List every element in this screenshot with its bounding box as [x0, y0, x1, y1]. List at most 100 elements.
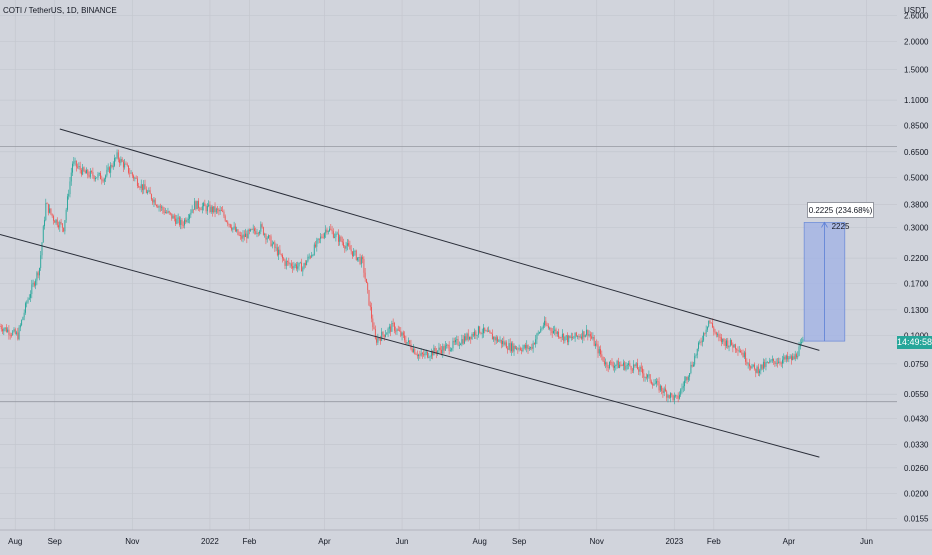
x-tick-label: 2022: [201, 537, 219, 546]
candle-body: [132, 173, 133, 176]
candle-body: [416, 354, 417, 355]
candle-body: [450, 350, 451, 351]
candle-body: [744, 352, 745, 357]
candle-body: [106, 170, 107, 176]
candle-body: [757, 367, 758, 373]
candle-body: [446, 345, 447, 346]
candle-body: [566, 335, 567, 336]
horizontal-lines: [0, 146, 897, 401]
x-tick-label: Jun: [860, 537, 873, 546]
candle-body: [407, 342, 408, 344]
candle-body: [67, 196, 68, 209]
candle-body: [703, 333, 704, 341]
candle-body: [71, 173, 72, 182]
candle-body: [646, 377, 647, 378]
candle-body: [229, 224, 230, 225]
y-tick-label: 0.0260: [904, 464, 929, 473]
candle-body: [11, 335, 12, 336]
candle-body: [170, 213, 171, 214]
candle-body: [268, 235, 269, 238]
candle-body: [142, 184, 143, 190]
candle-body: [746, 362, 747, 364]
candle-body: [713, 327, 714, 331]
candle-body: [769, 361, 770, 363]
candle-body: [591, 336, 592, 338]
candle-body: [612, 362, 613, 365]
candle-body: [568, 336, 569, 342]
channel-upper-line[interactable]: [60, 129, 820, 350]
candle-body: [734, 344, 735, 347]
candle-body: [787, 356, 788, 360]
candle-body: [263, 227, 264, 234]
x-tick-label: Jun: [396, 537, 409, 546]
y-tick-label: 0.5000: [904, 174, 929, 183]
candle-body: [423, 354, 424, 355]
candle-body: [254, 229, 255, 232]
candle-body: [221, 210, 222, 211]
candle-body: [362, 257, 363, 259]
candle-body: [143, 184, 144, 190]
candle-body: [164, 210, 165, 213]
candle-body: [645, 377, 646, 378]
candle-body: [342, 241, 343, 242]
candle-body: [68, 194, 69, 196]
candle-body: [300, 263, 301, 264]
candle-body: [397, 329, 398, 331]
candle-body: [104, 179, 105, 182]
candle-body: [433, 348, 434, 355]
candle-body: [356, 251, 357, 260]
candle-body: [95, 178, 96, 179]
candle-body: [710, 321, 711, 323]
candle-body: [636, 363, 637, 366]
candle-body: [657, 381, 658, 382]
candle-body: [381, 332, 382, 341]
candle-body: [750, 366, 751, 368]
candle-body: [81, 170, 82, 175]
candle-body: [414, 349, 415, 354]
candle-body: [491, 333, 492, 334]
candle-body: [790, 356, 791, 357]
candle-body: [5, 327, 6, 329]
candle-body: [720, 337, 721, 338]
channel-lower-line[interactable]: [0, 234, 819, 457]
candle-body: [648, 375, 649, 376]
channel-lines[interactable]: [0, 129, 819, 457]
candle-body: [435, 348, 436, 352]
candle-body: [539, 332, 540, 333]
candle-body: [585, 335, 586, 337]
candle-body: [522, 348, 523, 351]
candle-body: [241, 235, 242, 238]
candle-body: [366, 279, 367, 283]
candle-body: [526, 345, 527, 348]
candle-body: [779, 362, 780, 363]
candle-body: [155, 200, 156, 205]
candle-body: [626, 366, 627, 370]
candle-body: [749, 364, 750, 367]
candle-body: [402, 333, 403, 336]
candle-body: [48, 204, 49, 213]
candle-body: [309, 257, 310, 258]
candle-body: [729, 346, 730, 348]
candle-body: [536, 334, 537, 340]
candle-body: [484, 328, 485, 331]
y-axis: 2.60002.00001.50001.10000.85000.65000.50…: [904, 12, 929, 524]
candle-body: [763, 362, 764, 369]
candle-body: [189, 215, 190, 219]
candle-body: [187, 220, 188, 222]
candle-body: [417, 355, 418, 356]
candle-body: [671, 393, 672, 395]
candle-body: [659, 382, 660, 391]
candle-body: [377, 338, 378, 343]
candle-body: [348, 243, 349, 245]
candle-body: [262, 224, 263, 227]
candle-body: [614, 366, 615, 368]
candle-body: [82, 167, 83, 174]
candle-body: [580, 337, 581, 338]
measure-tool[interactable]: [804, 222, 845, 341]
candle-body: [618, 361, 619, 368]
candle-body: [213, 206, 214, 212]
candle-body: [640, 367, 641, 372]
candle-body: [2, 329, 3, 331]
candle-body: [738, 350, 739, 351]
